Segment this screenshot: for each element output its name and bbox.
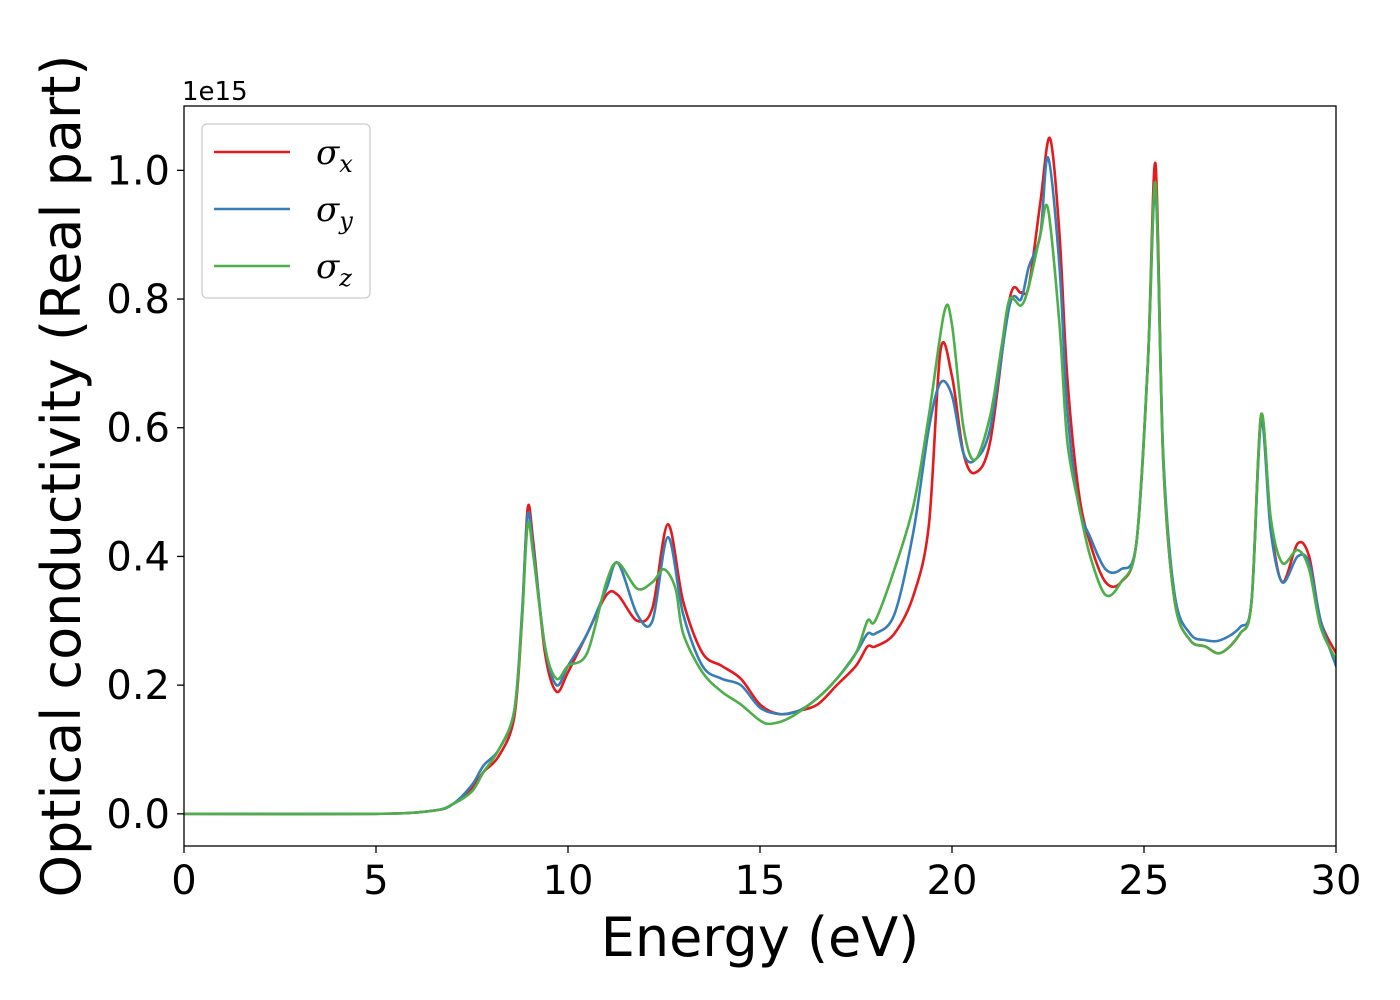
x-tick-label: 10 bbox=[543, 858, 594, 904]
y-axis-title: Optical conductivity (Real part) bbox=[30, 55, 93, 898]
y-tick-label: 0.0 bbox=[106, 792, 170, 838]
y-tick-label: 0.6 bbox=[106, 406, 170, 452]
y-tick-label: 0.2 bbox=[106, 663, 170, 709]
y-offset-label: 1e15 bbox=[182, 77, 248, 107]
x-axis-ticks: 0 5 10 15 20 25 30 bbox=[171, 846, 1361, 904]
x-tick-label: 5 bbox=[363, 858, 388, 904]
series-line-z bbox=[184, 180, 1336, 816]
y-tick-label: 0.4 bbox=[106, 534, 170, 580]
y-tick-label: 0.8 bbox=[106, 277, 170, 323]
series-layer bbox=[184, 136, 1336, 816]
x-tick-label: 20 bbox=[927, 858, 978, 904]
x-tick-label: 25 bbox=[1119, 858, 1170, 904]
x-tick-label: 15 bbox=[735, 858, 786, 904]
y-axis-ticks: 0.0 0.2 0.4 0.6 0.8 1.0 bbox=[106, 148, 184, 838]
legend-box bbox=[201, 123, 371, 299]
x-axis-title: Energy (eV) bbox=[601, 906, 920, 969]
y-tick-label: 1.0 bbox=[106, 148, 170, 194]
x-tick-label: 30 bbox=[1311, 858, 1362, 904]
x-tick-label: 0 bbox=[171, 858, 196, 904]
